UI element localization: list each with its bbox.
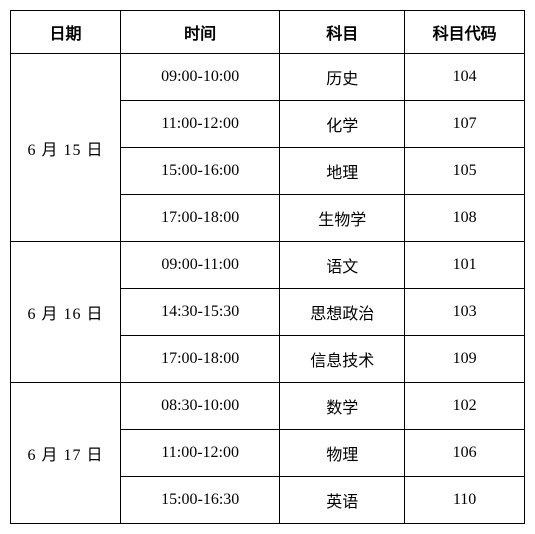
subject-cell: 英语 <box>280 477 405 524</box>
table-body: 6 月 15 日 09:00-10:00 历史 104 11:00-12:00 … <box>11 54 525 524</box>
subject-cell: 历史 <box>280 54 405 101</box>
code-cell: 107 <box>405 101 525 148</box>
header-subject: 科目 <box>280 11 405 54</box>
code-cell: 106 <box>405 430 525 477</box>
time-cell: 15:00-16:30 <box>120 477 280 524</box>
table-row: 6 月 17 日 08:30-10:00 数学 102 <box>11 383 525 430</box>
date-cell: 6 月 17 日 <box>11 383 121 524</box>
code-cell: 104 <box>405 54 525 101</box>
header-row: 日期 时间 科目 科目代码 <box>11 11 525 54</box>
time-cell: 08:30-10:00 <box>120 383 280 430</box>
table-row: 6 月 16 日 09:00-11:00 语文 101 <box>11 242 525 289</box>
exam-schedule-table: 日期 时间 科目 科目代码 6 月 15 日 09:00-10:00 历史 10… <box>10 10 525 524</box>
time-cell: 09:00-11:00 <box>120 242 280 289</box>
header-code: 科目代码 <box>405 11 525 54</box>
subject-cell: 物理 <box>280 430 405 477</box>
subject-cell: 化学 <box>280 101 405 148</box>
table-header: 日期 时间 科目 科目代码 <box>11 11 525 54</box>
subject-cell: 地理 <box>280 148 405 195</box>
subject-cell: 信息技术 <box>280 336 405 383</box>
time-cell: 17:00-18:00 <box>120 195 280 242</box>
time-cell: 17:00-18:00 <box>120 336 280 383</box>
time-cell: 11:00-12:00 <box>120 101 280 148</box>
code-cell: 109 <box>405 336 525 383</box>
time-cell: 14:30-15:30 <box>120 289 280 336</box>
code-cell: 105 <box>405 148 525 195</box>
date-cell: 6 月 15 日 <box>11 54 121 242</box>
time-cell: 15:00-16:00 <box>120 148 280 195</box>
header-date: 日期 <box>11 11 121 54</box>
table-row: 6 月 15 日 09:00-10:00 历史 104 <box>11 54 525 101</box>
subject-cell: 语文 <box>280 242 405 289</box>
code-cell: 108 <box>405 195 525 242</box>
code-cell: 110 <box>405 477 525 524</box>
time-cell: 11:00-12:00 <box>120 430 280 477</box>
date-cell: 6 月 16 日 <box>11 242 121 383</box>
subject-cell: 思想政治 <box>280 289 405 336</box>
code-cell: 103 <box>405 289 525 336</box>
header-time: 时间 <box>120 11 280 54</box>
subject-cell: 生物学 <box>280 195 405 242</box>
code-cell: 102 <box>405 383 525 430</box>
code-cell: 101 <box>405 242 525 289</box>
time-cell: 09:00-10:00 <box>120 54 280 101</box>
subject-cell: 数学 <box>280 383 405 430</box>
